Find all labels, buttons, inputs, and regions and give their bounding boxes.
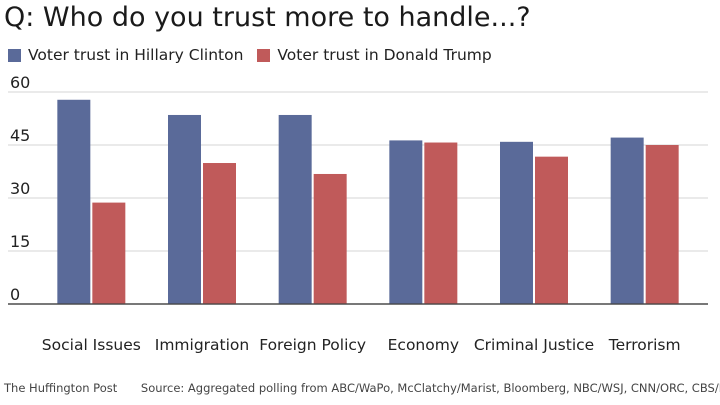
y-tick-label-1: 15 bbox=[10, 232, 30, 251]
x-tick-label-4: Criminal Justice bbox=[474, 336, 594, 354]
bar-trump-5 bbox=[645, 145, 679, 304]
bar-trump-3 bbox=[424, 142, 458, 304]
x-tick-label-5: Terrorism bbox=[608, 336, 681, 354]
bar-clinton-4 bbox=[500, 141, 533, 304]
chart-title: Q: Who do you trust more to handle...? bbox=[4, 2, 531, 33]
legend-item-clinton: Voter trust in Hillary Clinton bbox=[8, 46, 243, 64]
y-tick-label-2: 30 bbox=[10, 179, 30, 198]
bar-clinton-3 bbox=[389, 140, 423, 304]
bar-chart: 0 15 30 45 60 Social Issues Immigration Foreign… bbox=[8, 73, 708, 354]
bar-trump-1 bbox=[203, 163, 236, 304]
bar-clinton-2 bbox=[278, 114, 312, 304]
bar-trump-4 bbox=[535, 156, 568, 304]
x-tick-label-2: Foreign Policy bbox=[259, 336, 366, 354]
footer-source: Source: Aggregated polling from ABC/WaPo… bbox=[140, 381, 720, 395]
legend-swatch-trump bbox=[257, 48, 271, 62]
y-tick-label-0: 0 bbox=[10, 285, 20, 304]
legend-label-clinton: Voter trust in Hillary Clinton bbox=[28, 46, 244, 64]
bar-clinton-0 bbox=[57, 99, 91, 304]
footer-brand: The Huffington Post bbox=[4, 381, 118, 395]
legend-swatch-clinton bbox=[8, 48, 21, 62]
x-tick-label-3: Economy bbox=[388, 336, 459, 354]
legend-label-trump: Voter trust in Donald Trump bbox=[277, 46, 492, 64]
bar-trump-0 bbox=[92, 202, 126, 304]
bar-trump-2 bbox=[313, 173, 347, 304]
footer: The Huffington Post Source: Aggregated p… bbox=[4, 381, 720, 395]
y-tick-label-3: 45 bbox=[10, 126, 30, 145]
bar-clinton-1 bbox=[168, 114, 201, 304]
legend: Voter trust in Hillary Clinton Voter tru… bbox=[8, 46, 506, 64]
legend-item-trump: Voter trust in Donald Trump bbox=[257, 46, 492, 64]
x-tick-label-1: Immigration bbox=[155, 336, 249, 354]
y-tick-label-4: 60 bbox=[10, 73, 30, 92]
bar-clinton-5 bbox=[610, 137, 644, 304]
x-tick-label-0: Social Issues bbox=[42, 336, 141, 354]
